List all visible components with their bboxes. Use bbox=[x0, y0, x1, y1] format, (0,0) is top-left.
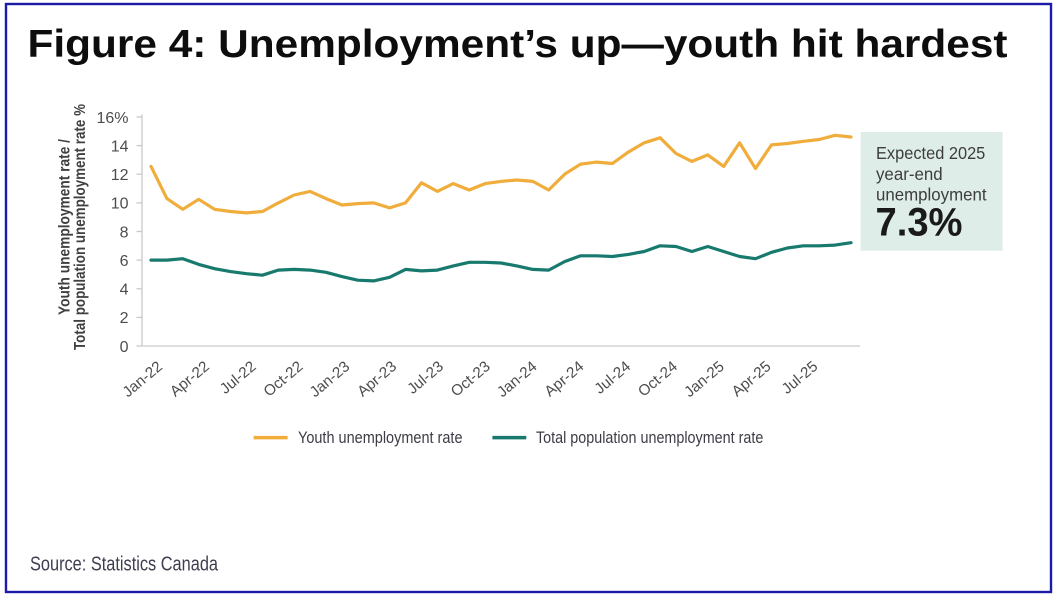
svg-text:year-end: year-end bbox=[876, 164, 943, 184]
svg-text:10: 10 bbox=[111, 196, 129, 213]
svg-text:Figure 4: Unemployment’s up—yo: Figure 4: Unemployment’s up—youth hit ha… bbox=[28, 23, 1008, 66]
svg-text:6: 6 bbox=[120, 253, 129, 270]
svg-text:Source: Statistics Canada: Source: Statistics Canada bbox=[30, 554, 219, 576]
svg-text:12: 12 bbox=[111, 167, 129, 184]
svg-text:Youth unemployment rate: Youth unemployment rate bbox=[298, 428, 463, 447]
svg-text:4: 4 bbox=[120, 282, 129, 299]
svg-text:0: 0 bbox=[120, 339, 129, 356]
svg-text:Total population unemployment: Total population unemployment rate bbox=[536, 428, 763, 447]
svg-text:Expected 2025: Expected 2025 bbox=[876, 143, 985, 163]
svg-text:unemployment: unemployment bbox=[876, 184, 987, 204]
svg-text:14: 14 bbox=[111, 138, 129, 155]
svg-text:Total population unemployment: Total population unemployment rate % bbox=[72, 104, 89, 350]
svg-text:7.3%: 7.3% bbox=[876, 201, 963, 245]
svg-text:16%: 16% bbox=[96, 110, 128, 127]
svg-text:2: 2 bbox=[120, 310, 129, 327]
svg-text:Youth unemployment rate /: Youth unemployment rate / bbox=[57, 138, 74, 315]
svg-text:8: 8 bbox=[120, 224, 129, 241]
